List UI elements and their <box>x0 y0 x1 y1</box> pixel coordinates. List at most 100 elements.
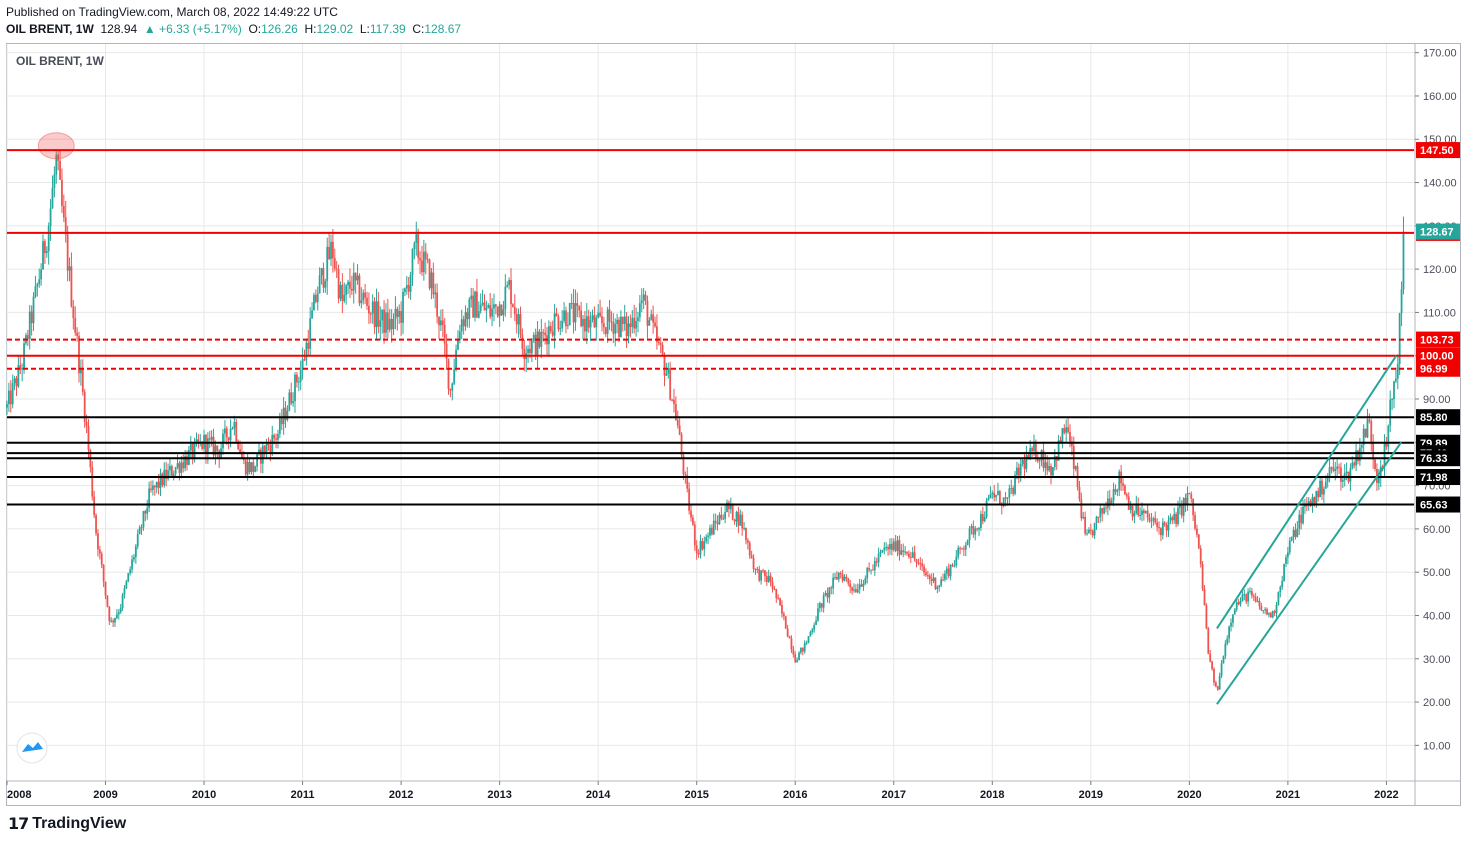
candle-body <box>745 527 747 541</box>
candle-body <box>117 612 120 615</box>
candle-body <box>297 381 300 383</box>
candle-body <box>483 302 486 311</box>
candle-body <box>926 575 929 577</box>
candle-body <box>674 403 677 420</box>
candle-body <box>862 583 865 587</box>
candle-body <box>549 326 552 332</box>
candle-body <box>150 488 152 490</box>
footer-logo[interactable]: 𝟭𝟳 TradingView <box>8 814 126 834</box>
candle-body <box>13 378 16 384</box>
candle-body <box>225 428 228 438</box>
candle-body <box>502 309 505 316</box>
candle-body <box>1197 534 1200 549</box>
candle-body <box>1351 462 1354 469</box>
candle-body <box>1400 289 1403 314</box>
candle-body <box>47 226 50 252</box>
candle-body <box>1186 493 1189 504</box>
x-tick-label: 2021 <box>1276 789 1300 801</box>
candle-body <box>1211 661 1213 669</box>
candle-body <box>953 565 956 567</box>
level-tag <box>1416 360 1460 377</box>
candle-body <box>1286 552 1289 558</box>
candle-body <box>328 246 331 259</box>
level-tag-label: 71.98 <box>1420 472 1448 484</box>
candle-body <box>1304 505 1306 507</box>
candle-body <box>1391 399 1393 401</box>
candle-body <box>1017 467 1020 476</box>
x-tick-label: 2011 <box>291 789 315 801</box>
candle-body <box>254 466 257 472</box>
level-tag <box>1416 347 1460 364</box>
candle-body <box>277 433 279 440</box>
candle-body <box>1383 443 1386 467</box>
candle-body <box>267 443 270 446</box>
candle-body <box>464 312 467 327</box>
candle-body <box>978 528 980 530</box>
candle-body <box>801 647 804 652</box>
candle-body <box>981 514 984 522</box>
candle-body <box>1245 594 1248 602</box>
tradingview-float-logo[interactable] <box>16 732 48 764</box>
candle-body <box>286 410 289 420</box>
candle-body <box>824 592 827 596</box>
chart-pane[interactable]: 10.0020.0030.0040.0050.0060.0070.0080.00… <box>6 43 1461 806</box>
candle-body <box>906 551 908 554</box>
candle-body <box>1377 477 1380 484</box>
candle-body <box>51 188 54 209</box>
time-axis[interactable]: 2008 2009 2010 2011 2012 2013 2014 2015 2016 2017… <box>6 780 1461 801</box>
candle-body <box>529 348 531 354</box>
candle-body <box>1135 503 1138 514</box>
candle-body <box>1190 494 1193 499</box>
candle-body <box>1250 591 1253 596</box>
candle-body <box>265 443 268 454</box>
candle-body <box>923 566 925 573</box>
candle-body <box>809 632 812 637</box>
candle-body <box>885 547 888 549</box>
channel-line <box>1216 441 1403 705</box>
candle-body <box>1277 592 1280 605</box>
candle-body <box>43 241 46 254</box>
candle-body <box>470 295 473 300</box>
candle-body <box>1326 476 1329 482</box>
candle-body <box>781 605 783 614</box>
candle-body <box>81 369 84 392</box>
candle-body <box>743 527 745 529</box>
candle-body <box>896 540 899 551</box>
candle-body <box>322 268 325 288</box>
candle-body <box>1218 675 1221 690</box>
price-axis[interactable]: 10.0020.0030.0040.0050.0060.0070.0080.00… <box>1414 43 1460 806</box>
candle-body <box>1091 530 1094 536</box>
candle-body <box>949 564 952 577</box>
candle-body <box>794 654 797 663</box>
candle-body <box>383 309 385 333</box>
peak-highlight <box>37 132 75 160</box>
candle-body <box>1235 602 1238 610</box>
candle-body <box>733 519 736 522</box>
candle-body <box>640 300 643 304</box>
candle-body <box>250 462 253 473</box>
candle-body <box>1144 510 1147 514</box>
candle-body <box>104 581 107 596</box>
symbol-name[interactable]: OIL BRENT, 1W <box>6 22 94 36</box>
y-tick-label: 170.00 <box>1423 48 1457 60</box>
pane-title: OIL BRENT, 1W <box>16 54 104 68</box>
candle-body <box>284 407 287 420</box>
candle-body <box>1137 503 1140 516</box>
candle-body <box>144 511 147 514</box>
candle-body <box>206 438 209 454</box>
candle-body <box>1394 378 1397 382</box>
chart-svg[interactable]: 10.0020.0030.0040.0050.0060.0070.0080.00… <box>6 43 1461 806</box>
candle-body <box>61 179 63 207</box>
candle-body <box>627 323 630 337</box>
candle-body <box>604 327 607 335</box>
candle-body <box>72 306 75 319</box>
candle-body <box>682 455 685 475</box>
candle-body <box>752 557 755 570</box>
candle-body <box>379 320 382 327</box>
candle-body <box>440 320 442 326</box>
candle-body <box>570 302 573 304</box>
candle-body <box>847 578 850 584</box>
candle-body <box>515 314 518 325</box>
candle-body <box>1243 594 1246 596</box>
candle-body <box>790 638 793 650</box>
